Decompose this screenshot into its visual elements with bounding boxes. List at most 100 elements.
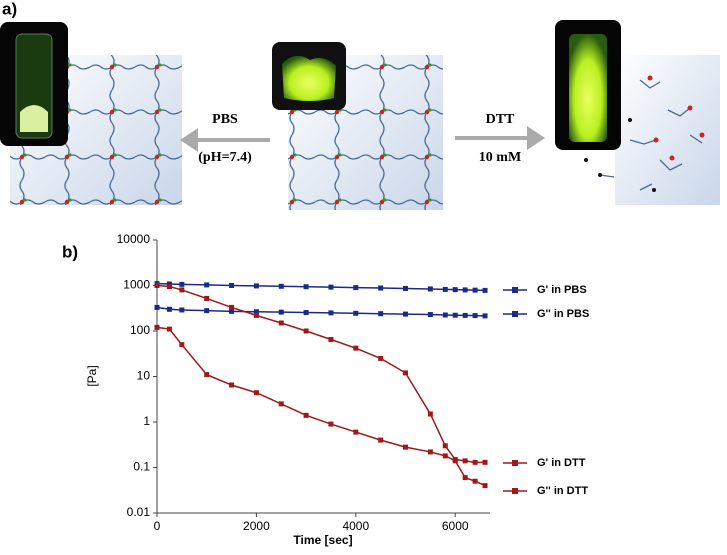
legend-marker (512, 488, 518, 494)
network-background (615, 55, 720, 205)
data-point (303, 328, 309, 334)
data-point (179, 307, 185, 313)
y-tick-label: 1 (143, 414, 150, 428)
data-point (378, 437, 384, 443)
legend-label: G' in DTT (537, 457, 586, 469)
legend-marker (512, 311, 518, 317)
arrow-text: 10 mM (479, 150, 521, 165)
data-point (303, 284, 309, 290)
legend-label: G' in PBS (537, 284, 587, 296)
data-point (229, 304, 235, 310)
data-point (427, 449, 433, 455)
data-point (462, 475, 468, 481)
data-point (278, 283, 284, 289)
data-point (353, 285, 359, 291)
fragments (599, 79, 703, 191)
data-point (472, 478, 478, 484)
data-point (253, 312, 259, 318)
data-point (378, 355, 384, 361)
data-point (378, 311, 384, 317)
data-point (403, 311, 409, 317)
x-axis-title: Time [sec] (293, 533, 352, 547)
data-point (472, 287, 478, 293)
data-point (353, 310, 359, 316)
y-tick-label: 100 (130, 323, 150, 337)
series-line (156, 326, 486, 487)
data-point (442, 286, 448, 292)
data-point (328, 421, 334, 427)
data-point (427, 286, 433, 292)
data-point (403, 444, 409, 450)
x-tick-label: 0 (154, 519, 161, 533)
arrow-right (455, 126, 545, 150)
legend-label: G'' in PBS (537, 308, 589, 320)
data-point (482, 459, 488, 465)
data-point (166, 281, 172, 287)
arrow-text: PBS (212, 112, 238, 127)
data-point (452, 312, 458, 318)
data-point (204, 295, 210, 301)
arrow-left (180, 128, 270, 152)
x-tick-label: 2000 (243, 519, 270, 533)
vial (569, 34, 607, 142)
data-point (154, 324, 160, 330)
fragment-dots (647, 75, 705, 161)
data-point (204, 372, 210, 378)
data-point (403, 285, 409, 291)
data-point (462, 287, 468, 293)
gel (20, 105, 48, 132)
data-point (328, 337, 334, 343)
data-point (278, 401, 284, 407)
data-point (462, 312, 468, 318)
data-point (452, 287, 458, 293)
y-axis-title: [Pa] (85, 365, 99, 386)
data-point (179, 342, 185, 348)
data-point (229, 308, 235, 314)
data-point (442, 312, 448, 318)
data-point (427, 312, 433, 318)
data-point (154, 304, 160, 310)
arrow-text: (pH=7.4) (198, 150, 252, 165)
y-tick-label: 0.1 (133, 460, 150, 474)
x-tick-label: 4000 (342, 519, 369, 533)
data-point (229, 382, 235, 388)
data-point (154, 283, 160, 288)
fragment-ends (584, 118, 656, 192)
data-point (452, 458, 458, 464)
legend-label: G'' in DTT (537, 485, 588, 497)
data-point (378, 285, 384, 291)
y-tick-label: 0.01 (127, 505, 151, 519)
data-point (328, 284, 334, 290)
data-point (427, 411, 433, 417)
data-point (166, 326, 172, 332)
y-tick-label: 10000 (117, 232, 151, 246)
data-point (166, 306, 172, 312)
data-point (253, 390, 259, 396)
data-point (253, 283, 259, 289)
data-point (278, 320, 284, 326)
data-point (179, 281, 185, 287)
data-point (229, 283, 235, 288)
data-point (179, 287, 185, 293)
data-point (462, 458, 468, 464)
data-point (482, 313, 488, 319)
data-point (403, 370, 409, 376)
data-point (303, 310, 309, 316)
y-tick-label: 1000 (123, 278, 150, 292)
data-point (472, 459, 478, 465)
arrow-text: DTT (486, 112, 515, 127)
data-point (442, 443, 448, 449)
data-point (303, 412, 309, 418)
panel-label: b) (62, 242, 78, 261)
legend-marker (512, 287, 518, 293)
data-point (166, 284, 172, 290)
data-point (442, 453, 448, 459)
data-point (482, 483, 488, 489)
x-tick-label: 6000 (442, 519, 469, 533)
data-point (253, 309, 259, 315)
data-point (204, 282, 210, 288)
data-point (353, 345, 359, 351)
legend-marker (512, 460, 518, 466)
data-point (278, 309, 284, 315)
